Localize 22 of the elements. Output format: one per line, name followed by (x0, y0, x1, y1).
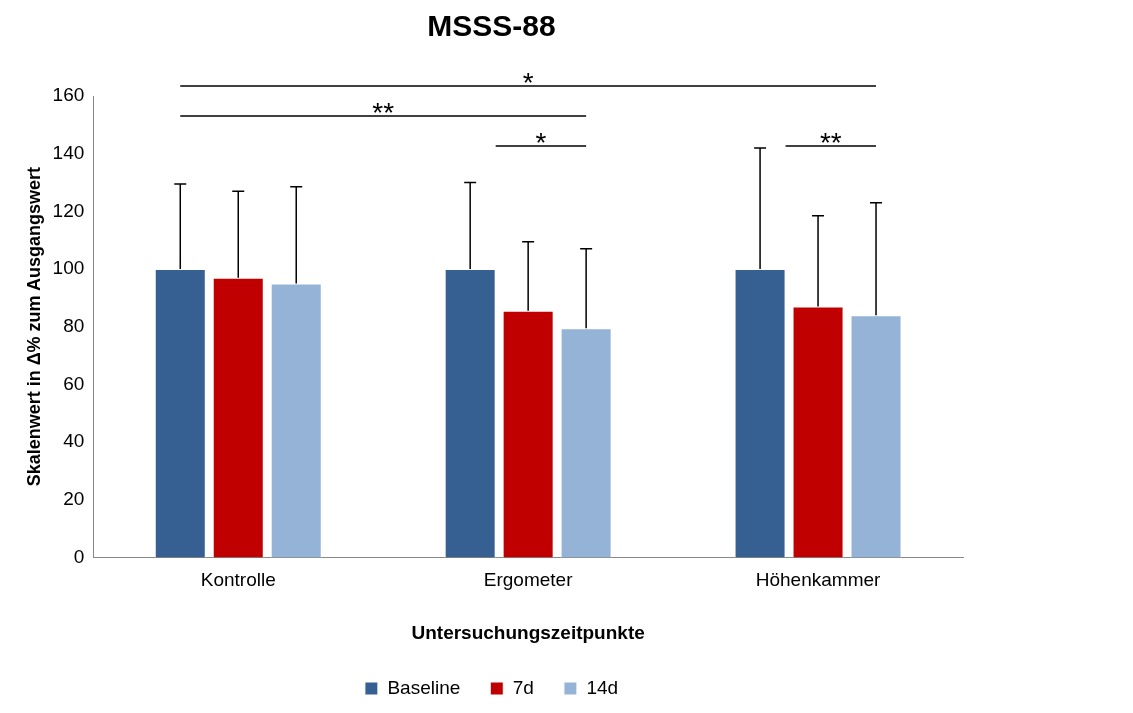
annotation: * (535, 126, 547, 158)
legend-label: 14d (586, 676, 619, 698)
y-tick-label: 160 (52, 84, 85, 106)
annotation: ** (372, 96, 395, 128)
chart-title: MSSS-88 (427, 9, 556, 43)
y-tick-label: 60 (63, 372, 85, 394)
y-tick-label: 140 (52, 141, 85, 163)
x-tick-label: Ergometer (483, 569, 574, 591)
x-tick-label: Kontrolle (200, 569, 276, 591)
legend-label: 7d (512, 676, 534, 698)
y-tick-label: 20 (63, 487, 85, 509)
y-tick-label: 120 (52, 199, 85, 221)
y-axis-title: Skalenwert in Δ% zum Ausgangswert (23, 167, 44, 487)
y-tick-label: 80 (63, 314, 85, 336)
x-tick-label: Höhenkammer (755, 569, 882, 591)
y-tick-label: 100 (52, 257, 85, 279)
x-axis-title: Untersuchungszeitpunkte (411, 621, 645, 643)
annotation: * (522, 66, 534, 98)
annotation: ** (819, 126, 842, 158)
legend-label: Baseline (387, 676, 461, 698)
y-tick-label: 0 (73, 545, 85, 567)
y-tick-label: 40 (63, 430, 85, 452)
